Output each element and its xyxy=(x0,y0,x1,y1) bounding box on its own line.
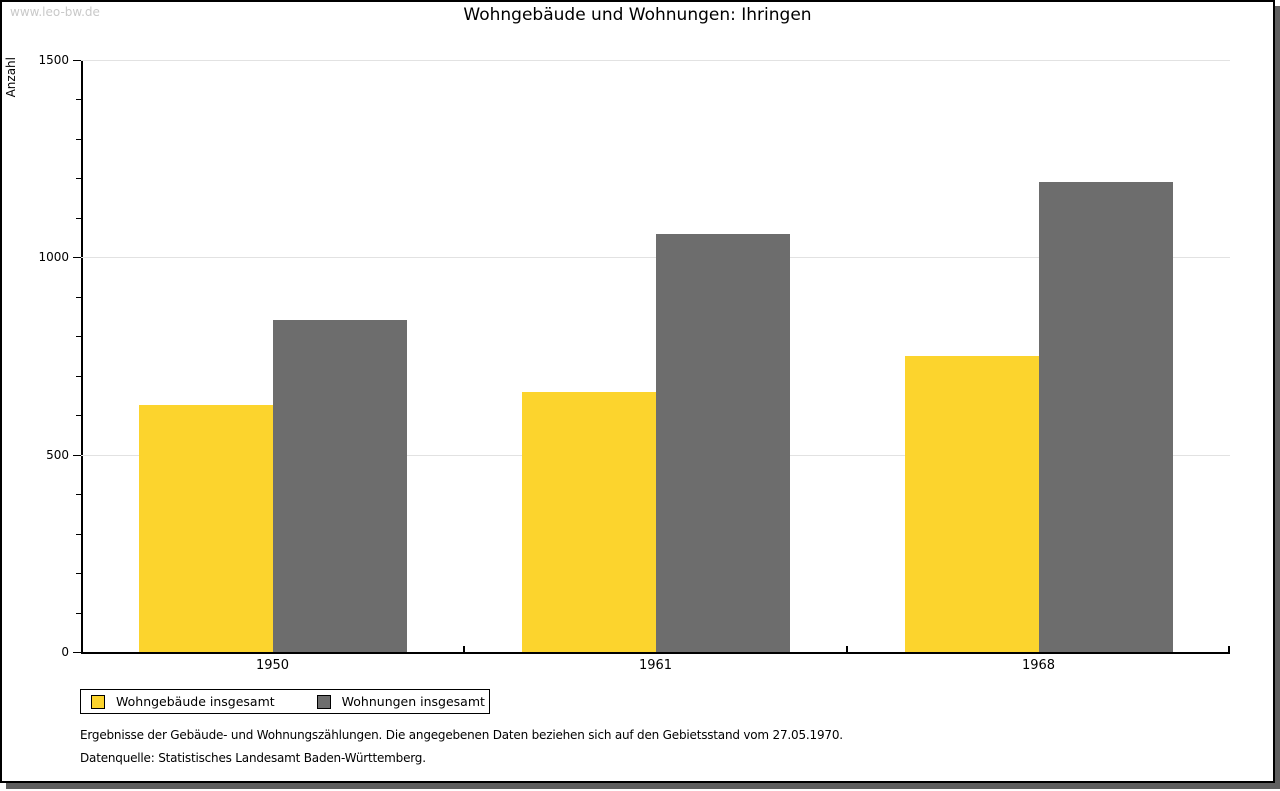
y-tick-600 xyxy=(76,415,81,417)
y-tick-label-1000: 1000 xyxy=(38,250,69,265)
y-tick-1300 xyxy=(76,138,81,140)
bar-wohngebaeude-insgesamt-1950 xyxy=(138,405,273,652)
y-tick-1000 xyxy=(73,257,81,259)
watermark-url: www.leo-bw.de xyxy=(10,5,100,19)
legend-item-wohngebaeude: Wohngebäude insgesamt xyxy=(91,694,275,709)
gridline-1500 xyxy=(81,60,1230,61)
y-tick-1200 xyxy=(76,178,81,180)
y-tick-300 xyxy=(76,533,81,535)
bar-wohnungen-insgesamt-1950 xyxy=(272,320,407,652)
legend-label-wohnungen: Wohnungen insgesamt xyxy=(341,694,485,709)
y-tick-0 xyxy=(73,652,81,653)
y-tick-100 xyxy=(76,612,81,614)
y-tick-label-500: 500 xyxy=(46,447,69,462)
y-tick-1400 xyxy=(76,99,81,101)
x-category-label-1950: 1950 xyxy=(255,658,290,673)
plot-area: 0 500 1000 1500 1950 1961 1968 xyxy=(38,53,1230,673)
legend-item-wohnungen: Wohnungen insgesamt xyxy=(316,694,485,709)
x-tick-separator-2 xyxy=(846,646,848,652)
x-category-label-1961: 1961 xyxy=(638,658,673,673)
y-tick-1500 xyxy=(73,60,81,61)
legend-swatch-wohngebaeude xyxy=(91,694,105,709)
y-tick-1100 xyxy=(76,217,81,219)
y-tick-500 xyxy=(73,454,81,456)
legend-swatch-wohnungen xyxy=(316,694,331,709)
y-tick-label-1500: 1500 xyxy=(38,53,69,67)
y-tick-label-0: 0 xyxy=(61,645,69,659)
bar-wohngebaeude-insgesamt-1968 xyxy=(904,356,1039,652)
y-tick-400 xyxy=(76,494,81,496)
bar-wohnungen-insgesamt-1968 xyxy=(1038,182,1173,652)
x-axis-line xyxy=(81,652,1230,654)
legend: Wohngebäude insgesamt Wohnungen insgesam… xyxy=(80,689,490,714)
footnote-source-note: Ergebnisse der Gebäude- und Wohnungszähl… xyxy=(80,728,843,742)
y-tick-700 xyxy=(76,375,81,377)
x-category-label-1968: 1968 xyxy=(1021,658,1056,673)
y-tick-900 xyxy=(76,296,81,298)
footnote-data-source: Datenquelle: Statistisches Landesamt Bad… xyxy=(80,751,426,765)
y-tick-800 xyxy=(76,336,81,338)
legend-label-wohngebaeude: Wohngebäude insgesamt xyxy=(116,694,275,709)
y-tick-200 xyxy=(76,573,81,575)
x-axis-end-tick xyxy=(1228,646,1230,652)
y-axis-line xyxy=(81,60,83,652)
chart-title: Wohngebäude und Wohnungen: Ihringen xyxy=(463,5,812,25)
bar-wohnungen-insgesamt-1961 xyxy=(655,233,790,652)
bar-wohngebaeude-insgesamt-1961 xyxy=(521,391,656,652)
x-tick-separator-1 xyxy=(463,646,465,652)
